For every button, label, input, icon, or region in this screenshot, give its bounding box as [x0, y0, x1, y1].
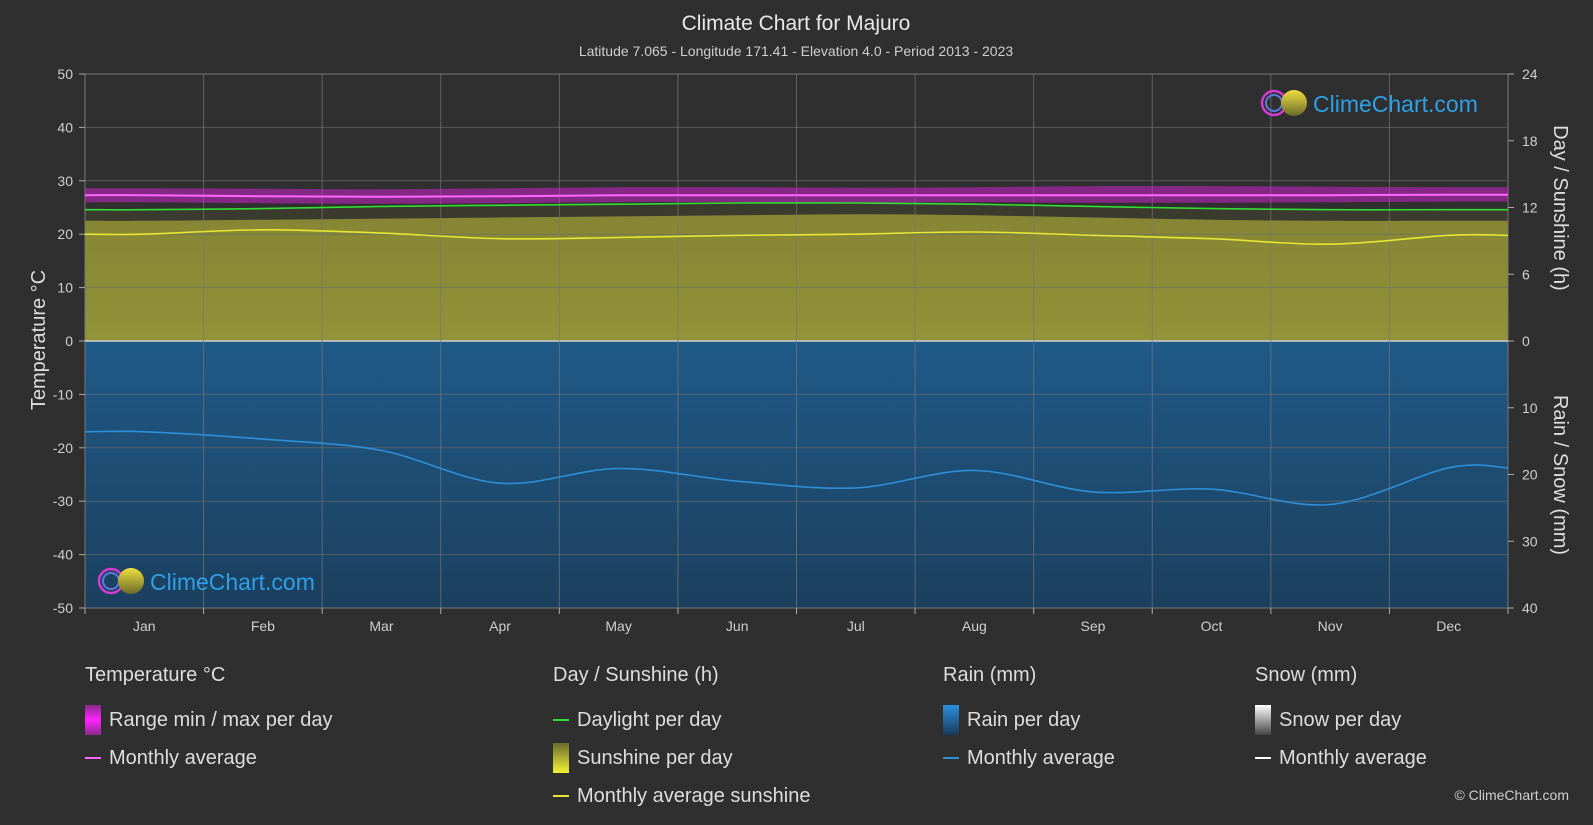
- line-swatch-icon: [1255, 757, 1271, 759]
- line-swatch-icon: [553, 719, 569, 721]
- legend-item-label: Monthly average: [1279, 746, 1427, 769]
- y-left-tick-label: 50: [57, 66, 73, 82]
- legend-sunshine-title: Day / Sunshine (h): [553, 664, 719, 686]
- x-tick-label: Jul: [847, 618, 865, 634]
- y-left-tick-label: -50: [53, 600, 73, 616]
- legend-temperature: Temperature °C Range min / max per day M…: [85, 664, 332, 777]
- y-right-bottom-tick-label: 40: [1522, 600, 1538, 616]
- legend-temperature-title: Temperature °C: [85, 664, 226, 686]
- range-swatch-icon: [85, 705, 101, 735]
- y-left-label: Temperature °C: [28, 270, 50, 410]
- y-right-bottom-tick-label: 20: [1522, 467, 1538, 483]
- chart-title: Climate Chart for Majuro: [682, 12, 911, 35]
- x-tick-label: May: [605, 618, 631, 634]
- x-tick-label: Mar: [369, 618, 393, 634]
- y-left-tick-label: 30: [57, 173, 73, 189]
- legend-item-label: Sunshine per day: [577, 746, 733, 769]
- temperature-average-line: [84, 193, 1509, 198]
- legend-sunshine: Day / Sunshine (h) Daylight per day Suns…: [553, 664, 810, 815]
- y-right-top-tick-label: 18: [1522, 133, 1538, 149]
- x-tick-label: Oct: [1201, 618, 1223, 634]
- x-tick-label: Aug: [962, 618, 987, 634]
- y-right-bottom-label: Rain / Snow (mm): [1549, 395, 1571, 555]
- legend-item: Monthly average: [85, 739, 332, 777]
- logo-sun-icon: [118, 568, 144, 594]
- daylight-line: [84, 202, 1508, 211]
- legend-item-label: Range min / max per day: [109, 708, 333, 731]
- chart-subtitle: Latitude 7.065 - Longitude 171.41 - Elev…: [579, 43, 1014, 59]
- line-swatch-icon: [553, 795, 569, 797]
- legend-item: Monthly average: [1255, 739, 1427, 777]
- legend-item: Snow per day: [1255, 701, 1427, 739]
- sunshine-average-line: [84, 228, 1509, 246]
- logo-sun-icon: [1281, 90, 1307, 116]
- axes: 50 40 30 20 10 0 -10 -20 -30 -40 -50 24 18 12 6 0 10 20 30…: [53, 66, 1538, 634]
- legend-rain-title: Rain (mm): [943, 664, 1037, 686]
- y-right-top-tick-label: 0: [1522, 333, 1530, 349]
- watermark-text-bottom: ClimeChart.com: [150, 569, 315, 595]
- legend-item-label: Snow per day: [1279, 708, 1402, 731]
- legend-item-label: Monthly average: [109, 746, 257, 769]
- y-right-top-label: Day / Sunshine (h): [1549, 125, 1571, 291]
- x-tick-label: Sep: [1080, 618, 1105, 634]
- climate-chart: Climate Chart for Majuro Latitude 7.065 …: [28, 12, 1571, 634]
- y-right-bottom-tick-label: 10: [1522, 400, 1538, 416]
- watermark-logo-top: ClimeChart.com: [1260, 89, 1478, 117]
- copyright: © ClimeChart.com: [1454, 787, 1569, 803]
- sunshine-swatch-icon: [553, 743, 569, 773]
- y-right-top-tick-label: 24: [1522, 66, 1538, 82]
- legend-rain: Rain (mm) Rain per day Monthly average: [943, 664, 1115, 777]
- x-tick-label: Nov: [1318, 618, 1343, 634]
- line-swatch-icon: [943, 757, 959, 759]
- snow-swatch-icon: [1255, 705, 1271, 735]
- watermark-logo-bottom: ClimeChart.com: [97, 567, 315, 595]
- series-lines: [84, 193, 1509, 506]
- legend-snow: Snow (mm) Snow per day Monthly average: [1255, 664, 1427, 777]
- line-swatch-icon: [85, 757, 101, 759]
- y-left-tick-label: -20: [53, 440, 73, 456]
- x-tick-label: Feb: [251, 618, 275, 634]
- y-left-tick-label: 10: [57, 280, 73, 296]
- legend-item: Range min / max per day: [85, 701, 332, 739]
- legend-snow-title: Snow (mm): [1255, 664, 1358, 686]
- logo-ring-inner-icon: [1265, 94, 1283, 112]
- legend-item-label: Monthly average: [967, 746, 1115, 769]
- y-left-tick-label: -30: [53, 493, 73, 509]
- x-tick-label: Dec: [1436, 618, 1461, 634]
- legend-item: Monthly average sunshine: [553, 777, 810, 815]
- legend-item: Sunshine per day: [553, 739, 810, 777]
- x-tick-label: Apr: [489, 618, 511, 634]
- watermark-text-top: ClimeChart.com: [1313, 91, 1478, 117]
- legend-item-label: Daylight per day: [577, 708, 722, 731]
- y-left-tick-label: 40: [57, 119, 73, 135]
- y-left-tick-label: 0: [65, 333, 73, 349]
- legend-item: Rain per day: [943, 701, 1115, 739]
- y-left-tick-label: -40: [53, 547, 73, 563]
- y-left-tick-label: 20: [57, 226, 73, 242]
- y-left-tick-label: -10: [53, 386, 73, 402]
- rain-average-line: [84, 430, 1509, 506]
- legend-item: Daylight per day: [553, 701, 810, 739]
- x-tick-label: Jan: [133, 618, 156, 634]
- legend-item: Monthly average: [943, 739, 1115, 777]
- legend-item-label: Rain per day: [967, 708, 1081, 731]
- legend-item-label: Monthly average sunshine: [577, 784, 811, 807]
- y-right-top-tick-label: 12: [1522, 200, 1538, 216]
- rain-swatch-icon: [943, 705, 959, 735]
- y-right-bottom-tick-label: 30: [1522, 533, 1538, 549]
- x-tick-label: Jun: [726, 618, 749, 634]
- y-right-top-tick-label: 6: [1522, 266, 1530, 282]
